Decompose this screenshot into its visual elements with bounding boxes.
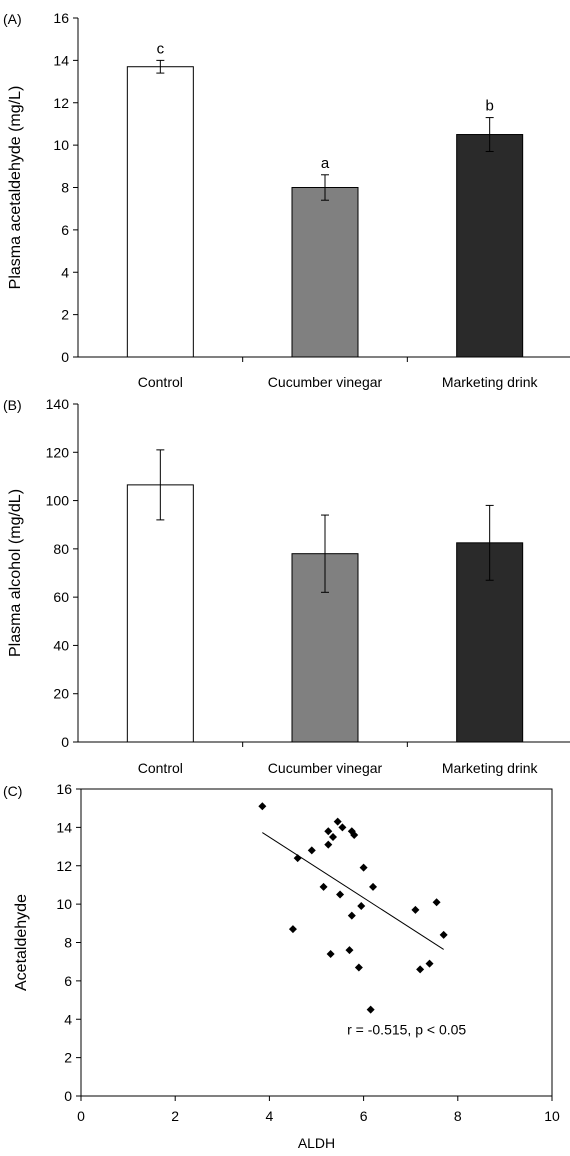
plot-frame	[80, 788, 553, 1097]
y-tick-label: 2	[61, 307, 69, 323]
y-tick-label: 0	[64, 1088, 72, 1104]
data-point	[354, 963, 363, 972]
data-point	[369, 882, 378, 891]
data-point	[307, 846, 316, 855]
bar-marketing-drink	[456, 134, 524, 358]
data-point	[366, 1005, 375, 1014]
data-point	[328, 832, 337, 841]
panel-label-a: (A)	[3, 11, 22, 27]
y-axis-title: Plasma acetaldehyde (mg/L)	[7, 86, 24, 290]
y-tick-label: 4	[61, 264, 69, 280]
y-tick-label: 10	[53, 137, 69, 153]
x-tick-label: 4	[266, 1108, 274, 1124]
y-tick-label: 60	[53, 589, 69, 605]
data-point	[293, 854, 302, 863]
y-tick-label: 14	[53, 52, 69, 68]
y-tick-label: 20	[53, 686, 69, 702]
y-tick-label: 0	[61, 734, 69, 750]
bar-control	[126, 66, 194, 358]
x-tick-label: 8	[454, 1108, 462, 1124]
data-point	[288, 925, 297, 934]
y-tick-label: 6	[64, 973, 72, 989]
data-point	[416, 965, 425, 974]
y-tick-label: 16	[56, 781, 72, 797]
y-tick-label: 8	[61, 180, 69, 196]
x-tick-label: 0	[77, 1108, 85, 1124]
category-label: Marketing drink	[442, 760, 539, 776]
correlation-annotation: r = -0.515, p < 0.05	[347, 1022, 466, 1038]
category-label: Marketing drink	[442, 374, 539, 390]
category-label: Control	[138, 760, 183, 776]
category-label: Control	[138, 374, 183, 390]
significance-letter: c	[157, 40, 165, 57]
data-point	[336, 890, 345, 899]
y-axis-title: Acetaldehyde	[13, 894, 30, 991]
data-point	[326, 950, 335, 959]
y-tick-label: 140	[46, 396, 70, 412]
data-point	[345, 946, 354, 955]
x-axis-title: ALDH	[298, 1135, 335, 1151]
category-label: Cucumber vinegar	[268, 760, 383, 776]
data-point	[333, 817, 342, 826]
data-point	[432, 898, 441, 907]
panel-a-bar-chart: 0 2 4 6 8 10 12 14 16 c Control a Cucumber vinegar b M…	[7, 10, 570, 390]
category-label: Cucumber vinegar	[268, 374, 383, 390]
data-point	[319, 882, 328, 891]
x-tick-label: 10	[544, 1108, 560, 1124]
y-tick-label: 40	[53, 637, 69, 653]
y-tick-label: 16	[53, 10, 69, 26]
data-point	[324, 827, 333, 836]
data-point	[425, 959, 434, 968]
y-tick-label: 2	[64, 1050, 72, 1066]
y-tick-label: 4	[64, 1011, 72, 1027]
y-tick-label: 80	[53, 541, 69, 557]
x-tick-label: 2	[171, 1108, 179, 1124]
data-point	[324, 840, 333, 849]
trendline	[262, 832, 444, 950]
bar-control	[126, 484, 194, 743]
y-tick-label: 14	[56, 819, 72, 835]
y-tick-label: 6	[61, 222, 69, 238]
data-point	[411, 905, 420, 914]
data-point	[357, 902, 366, 911]
y-tick-label: 12	[56, 858, 72, 874]
data-point	[350, 831, 359, 840]
y-tick-label: 0	[61, 349, 69, 365]
panel-label-c: (C)	[3, 783, 22, 799]
data-point	[258, 802, 267, 811]
panel-label-b: (B)	[3, 397, 22, 413]
y-tick-label: 8	[64, 935, 72, 951]
data-point	[347, 911, 356, 920]
panel-c-scatter-plot: 0 2 4 6 8 10 12 14 16 0 2 4 6 8 10 r = -0.515, p < 0.05…	[13, 781, 560, 1151]
y-tick-label: 10	[56, 896, 72, 912]
x-tick-label: 6	[360, 1108, 368, 1124]
y-axis-title: Plasma alcohol (mg/dL)	[7, 489, 24, 657]
y-tick-label: 120	[46, 444, 70, 460]
data-point	[338, 823, 347, 832]
y-tick-label: 100	[46, 493, 70, 509]
y-tick-label: 12	[53, 95, 69, 111]
significance-letter: a	[321, 155, 330, 172]
bar-cucumber-vinegar	[291, 187, 359, 358]
data-point	[359, 863, 368, 872]
significance-letter: b	[485, 98, 493, 115]
data-point	[439, 930, 448, 939]
panel-b-bar-chart: 0 20 40 60 80 100 120 140 Control Cucumber vinega…	[7, 396, 570, 776]
